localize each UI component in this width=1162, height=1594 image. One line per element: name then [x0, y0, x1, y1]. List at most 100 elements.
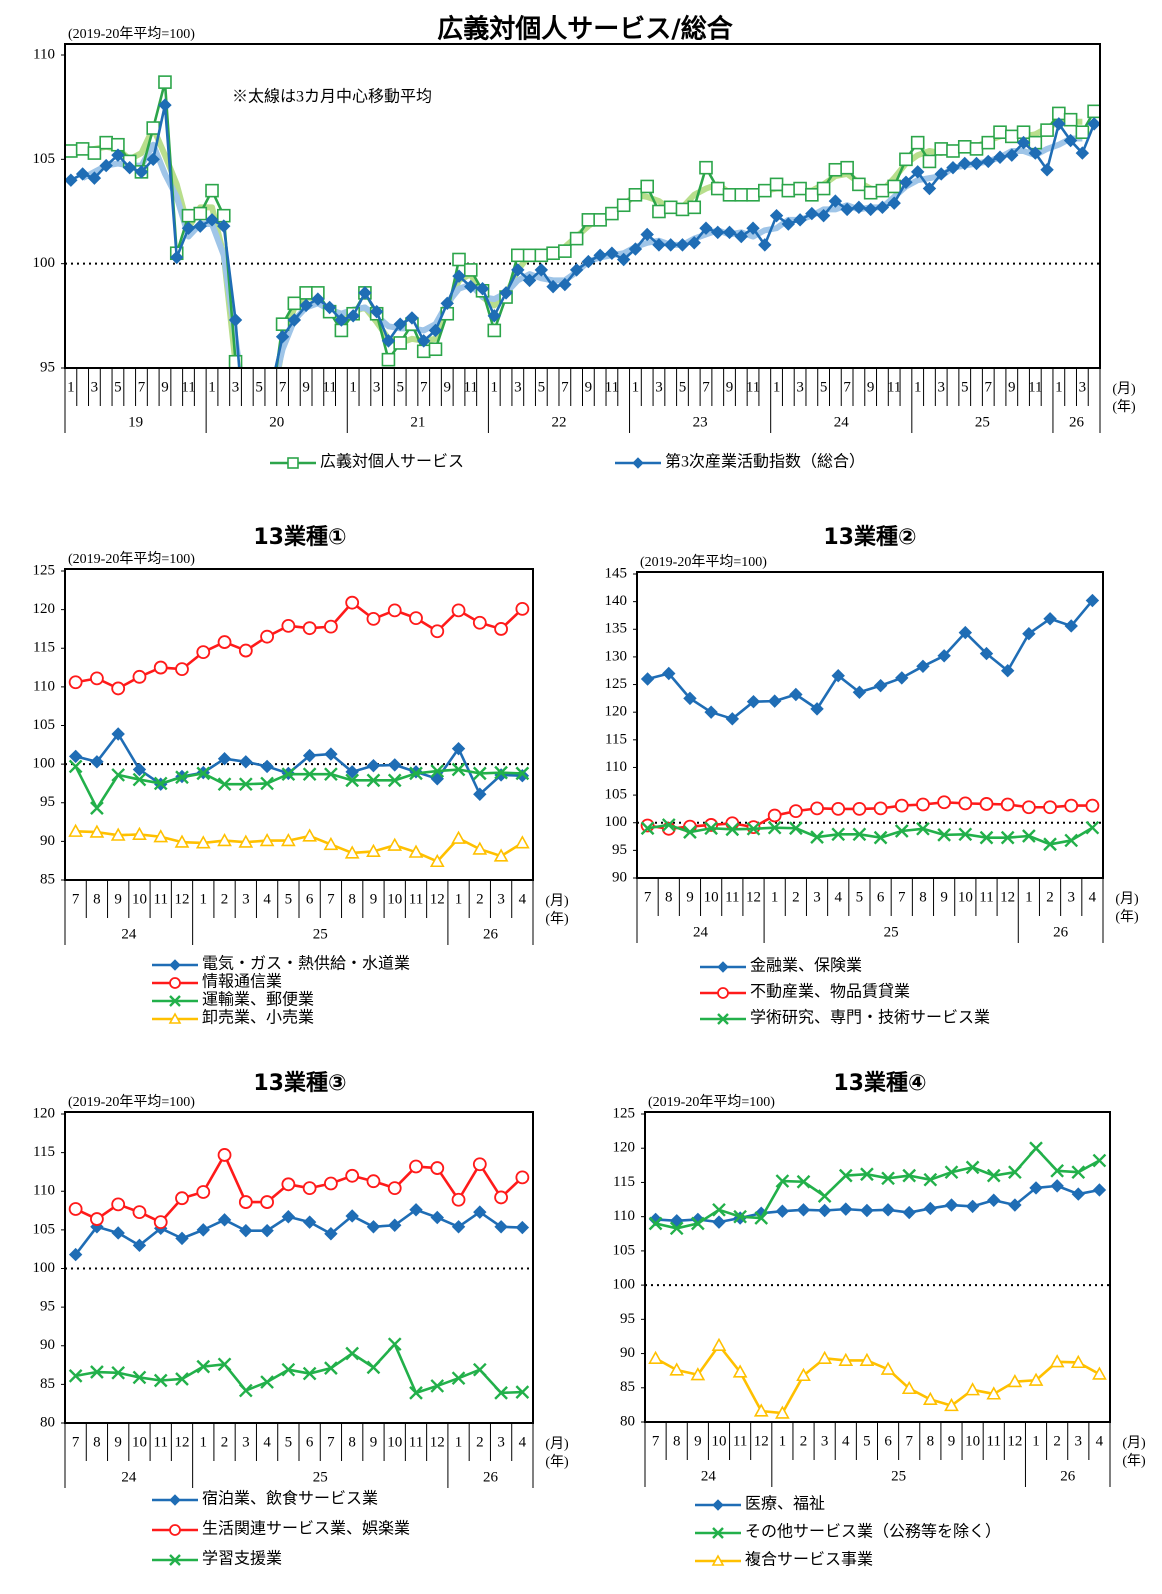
marker	[463, 263, 478, 277]
marker	[711, 1337, 727, 1351]
marker	[640, 672, 655, 686]
x-tick-label: 9	[940, 889, 948, 905]
marker	[683, 691, 697, 706]
marker	[1070, 1354, 1086, 1369]
marker	[831, 802, 846, 816]
y-tick-label: 125	[605, 676, 628, 692]
marker	[217, 1148, 232, 1162]
y-tick-label: 100	[33, 255, 56, 271]
marker	[387, 1181, 402, 1196]
x-tick-label: 4	[263, 891, 271, 907]
marker	[873, 801, 888, 816]
marker	[1000, 797, 1015, 812]
marker	[409, 1203, 423, 1217]
marker	[1016, 135, 1031, 150]
plot-frame	[64, 1111, 534, 1424]
marker	[987, 1193, 1001, 1207]
x-tick-label: 9	[302, 379, 310, 395]
x-unit: (月)	[545, 893, 569, 909]
marker	[1075, 146, 1090, 160]
marker	[381, 352, 396, 367]
marker	[789, 687, 803, 702]
y-tick-label: 95	[612, 842, 627, 858]
marker	[628, 242, 643, 256]
marker	[358, 286, 372, 300]
marker	[494, 1190, 508, 1205]
x-tick-label: 8	[927, 1433, 935, 1449]
marker	[132, 762, 147, 777]
marker	[281, 618, 296, 633]
plot	[645, 1141, 1110, 1419]
marker	[387, 837, 403, 851]
marker	[299, 286, 313, 300]
marker	[122, 160, 137, 175]
x-tick-label: 7	[279, 379, 287, 395]
marker	[969, 156, 984, 171]
subtitle: (2019-20年平均=100)	[640, 554, 767, 570]
marker	[238, 1383, 253, 1398]
year-label: 26	[1069, 414, 1085, 430]
marker	[217, 752, 232, 766]
marker	[769, 208, 784, 223]
marker	[934, 167, 948, 181]
marker	[99, 135, 113, 150]
marker	[805, 188, 819, 202]
marker	[839, 1202, 853, 1216]
marker	[451, 762, 466, 777]
x-tick-label: 3	[497, 891, 505, 907]
marker	[793, 181, 807, 196]
x-tick-label: 11	[181, 379, 195, 395]
marker	[345, 773, 360, 788]
x-tick-label: 6	[884, 1433, 892, 1449]
x-tick-label: 11	[887, 379, 901, 395]
marker	[302, 1181, 317, 1196]
x-tick-label: 7	[652, 1433, 660, 1449]
x-tick-label: 2	[792, 889, 800, 905]
chart-title: 13業種①	[253, 525, 346, 550]
x-tick-label: 3	[813, 889, 821, 905]
marker	[132, 1238, 147, 1253]
x-tick-label: 5	[679, 379, 687, 395]
subtitle: (2019-20年平均=100)	[68, 1094, 195, 1110]
marker	[746, 221, 760, 235]
x-tick-label: 1	[208, 379, 216, 395]
x-tick-label: 4	[842, 1433, 850, 1449]
marker	[409, 766, 423, 781]
year-label: 21	[410, 414, 425, 430]
x-tick-label: 8	[673, 1433, 681, 1449]
year-label: 24	[693, 924, 709, 940]
marker	[99, 158, 113, 173]
marker	[275, 317, 290, 331]
marker	[1040, 123, 1054, 137]
marker	[196, 1223, 210, 1237]
legend-marker	[632, 457, 644, 469]
marker	[302, 767, 317, 782]
marker	[616, 198, 631, 213]
marker	[934, 142, 949, 156]
marker	[923, 1172, 938, 1187]
marker	[111, 1226, 125, 1240]
x-tick-label: 11	[154, 1434, 168, 1450]
x-tick-label: 5	[820, 379, 828, 395]
marker	[440, 296, 454, 311]
marker	[887, 179, 901, 194]
marker	[429, 853, 445, 868]
marker	[581, 254, 596, 269]
marker	[511, 263, 525, 277]
legend-marker	[169, 995, 181, 1007]
marker	[840, 160, 854, 175]
marker	[725, 816, 740, 831]
series-line	[75, 830, 524, 863]
y-tick-label: 85	[620, 1379, 635, 1395]
x-tick-label: 10	[958, 889, 973, 905]
marker	[675, 238, 690, 252]
marker	[238, 834, 254, 848]
marker	[345, 1209, 359, 1223]
marker	[217, 1213, 232, 1227]
marker	[788, 804, 803, 819]
y-tick-label: 100	[33, 756, 56, 772]
y-tick-label: 100	[613, 1277, 636, 1293]
marker	[260, 1223, 274, 1238]
marker	[881, 1171, 895, 1186]
